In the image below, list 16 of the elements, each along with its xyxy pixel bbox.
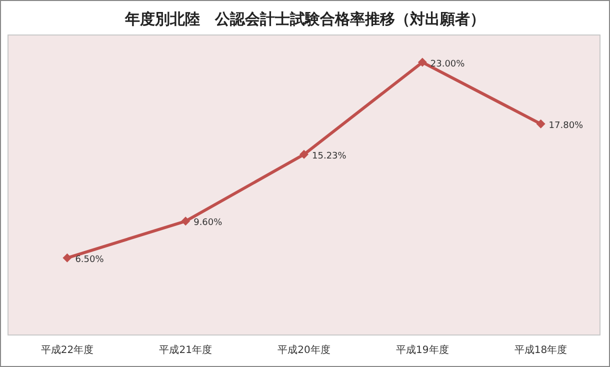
point: [300, 150, 308, 159]
point: [418, 58, 427, 67]
x-tick-label: 平成20年度: [278, 344, 330, 356]
chart-title: 年度別北陸 公認会計士試験合格率推移（対出願者）: [124, 10, 485, 28]
x-tick-label: 平成18年度: [514, 344, 568, 356]
data-label: 23.00%: [430, 59, 466, 70]
x-tick-label: 平成22年度: [40, 344, 94, 356]
x-tick-label: 平成19年度: [396, 344, 449, 356]
point: [62, 253, 72, 262]
data-label: 9.60%: [194, 218, 223, 228]
data-label: 17.80%: [548, 120, 584, 131]
data-label: 15.23%: [312, 151, 347, 162]
x-tick-label: 平成21年度: [159, 344, 212, 356]
point: [536, 119, 546, 128]
data-label: 6.50%: [75, 254, 104, 265]
point: [181, 216, 190, 226]
